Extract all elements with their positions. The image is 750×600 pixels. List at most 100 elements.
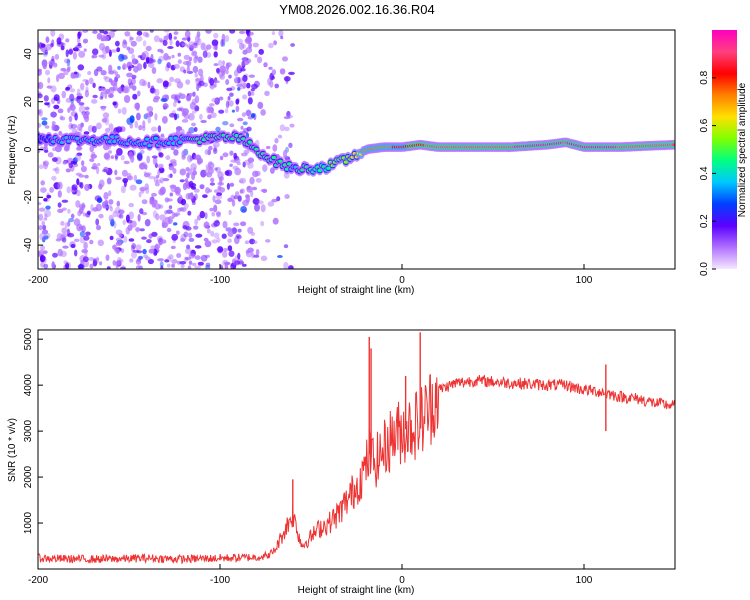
- noise-speck: [260, 109, 266, 116]
- noise-speck: [247, 90, 252, 97]
- noise-speck: [92, 257, 100, 261]
- noise-speck: [114, 206, 121, 215]
- noise-speck: [99, 96, 104, 100]
- noise-speck: [209, 84, 215, 90]
- noise-speck: [258, 48, 265, 55]
- noise-speck: [250, 113, 256, 118]
- noise-speck: [215, 126, 221, 132]
- noise-speck: [200, 42, 206, 51]
- noise-speck: [205, 187, 210, 194]
- noise-speck: [43, 217, 48, 221]
- noise-speck: [257, 200, 264, 205]
- noise-speck: [152, 157, 158, 165]
- noise-speck: [168, 254, 174, 260]
- noise-speck: [167, 174, 172, 179]
- noise-speck: [235, 234, 241, 238]
- noise-speck: [135, 179, 143, 185]
- noise-speck: [62, 161, 68, 165]
- noise-speck: [52, 252, 58, 258]
- noise-speck: [227, 245, 233, 252]
- noise-speck: [52, 168, 58, 172]
- noise-speck: [127, 78, 132, 86]
- noise-speck: [143, 171, 148, 175]
- noise-speck: [173, 36, 177, 40]
- noise-speck: [210, 112, 217, 119]
- noise-speck: [205, 106, 211, 114]
- noise-speck: [79, 182, 84, 189]
- noise-speck: [163, 30, 170, 33]
- noise-speck: [214, 199, 222, 205]
- noise-speck: [158, 188, 165, 196]
- noise-speck: [50, 111, 57, 118]
- figure-title: YM08.2026.002.16.36.R04: [279, 2, 434, 17]
- noise-speck: [155, 213, 160, 221]
- noise-speck: [41, 220, 45, 226]
- noise-speck: [185, 247, 192, 255]
- noise-speck: [77, 31, 81, 39]
- noise-speck: [253, 254, 260, 258]
- noise-speck: [230, 159, 237, 163]
- noise-speck: [219, 155, 224, 161]
- noise-speck: [224, 35, 230, 42]
- noise-speck: [117, 108, 122, 114]
- noise-speck: [224, 108, 229, 114]
- noise-speck: [43, 198, 48, 202]
- noise-speck: [132, 93, 138, 100]
- noise-speck: [188, 168, 193, 175]
- noise-speck: [98, 87, 106, 92]
- noise-speck: [128, 202, 134, 208]
- noise-speck: [271, 69, 277, 76]
- colorbar-tick-label: 0.0: [699, 262, 710, 276]
- noise-speck: [244, 240, 250, 245]
- noise-speck: [169, 38, 173, 46]
- noise-speck: [168, 205, 173, 210]
- spectrogram-y-tick-label: 0: [23, 146, 34, 152]
- noise-speck: [227, 100, 234, 107]
- noise-speck: [183, 54, 190, 61]
- noise-speck: [230, 266, 234, 269]
- noise-speck: [187, 192, 194, 200]
- noise-speck: [188, 56, 193, 62]
- noise-speck: [157, 163, 164, 169]
- noise-speck: [198, 80, 205, 87]
- noise-speck: [234, 236, 240, 245]
- noise-speck: [181, 111, 188, 117]
- noise-speck: [290, 43, 295, 47]
- noise-speck: [162, 80, 169, 88]
- noise-speck: [74, 249, 78, 257]
- noise-speck: [160, 98, 168, 102]
- noise-speck: [132, 249, 140, 253]
- colorbar-label: Normalized spectral amplitude: [737, 82, 748, 217]
- noise-speck: [128, 47, 135, 55]
- noise-speck: [246, 126, 252, 132]
- noise-speck: [42, 250, 48, 254]
- noise-speck: [242, 74, 248, 83]
- noise-speck: [160, 265, 164, 269]
- noise-speck: [249, 238, 256, 245]
- noise-speck: [237, 87, 241, 91]
- noise-speck: [120, 155, 125, 161]
- noise-speck: [68, 49, 74, 55]
- noise-speck: [63, 260, 68, 265]
- noise-speck: [213, 232, 220, 239]
- noise-speck: [110, 49, 118, 53]
- noise-speck: [65, 262, 70, 269]
- snr-y-tick-label: 1000: [23, 511, 34, 534]
- noise-speck: [44, 213, 48, 219]
- noise-speck: [260, 220, 265, 227]
- noise-speck: [72, 51, 77, 60]
- noise-speck: [191, 122, 196, 127]
- noise-speck: [82, 38, 89, 44]
- noise-speck: [40, 180, 45, 186]
- noise-speck: [236, 258, 244, 265]
- noise-speck: [180, 263, 185, 269]
- noise-speck: [61, 227, 67, 234]
- noise-speck: [109, 93, 114, 98]
- noise-speck: [239, 42, 245, 50]
- noise-speck: [213, 32, 219, 39]
- noise-speck: [189, 102, 196, 110]
- noise-speck: [194, 55, 199, 60]
- noise-speck: [242, 82, 247, 89]
- noise-speck: [45, 69, 50, 76]
- noise-speck: [105, 88, 111, 95]
